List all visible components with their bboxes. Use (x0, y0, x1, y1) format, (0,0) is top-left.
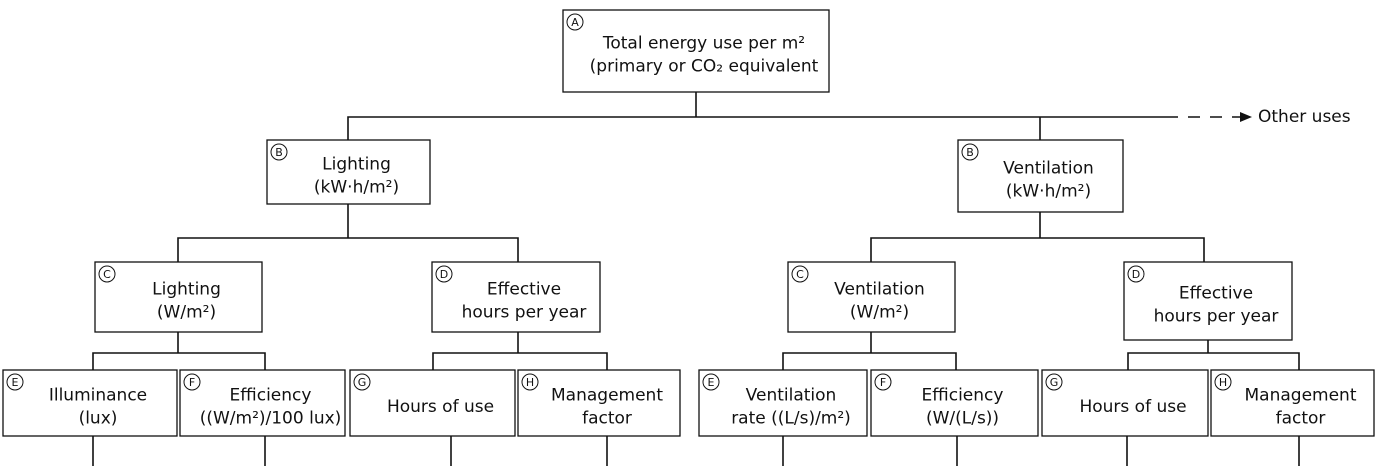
node-text: factor (582, 409, 632, 429)
node-letter: D (440, 268, 448, 281)
other-uses-label: Other uses (1258, 107, 1351, 127)
node-box: F Efficiency (W/(L/s)) (870, 369, 1039, 437)
node-text: Illuminance (49, 386, 147, 406)
node-text: (W/(L/s)) (926, 409, 999, 429)
node-text: Effective (487, 280, 561, 300)
node-text: hours per year (1154, 307, 1279, 327)
connector (1127, 352, 1300, 370)
letter-circle (435, 265, 453, 283)
letter-circle (874, 373, 892, 391)
connector (870, 237, 1205, 262)
node-text: ((W/m²)/100 lux) (200, 409, 342, 429)
letter-circle (98, 265, 116, 283)
node-text: Total energy use per m² (602, 34, 805, 54)
node-text: Management (1245, 386, 1357, 406)
node-text: Ventilation (746, 386, 837, 406)
letter-circle (1214, 373, 1232, 391)
node-box: E Illuminance (lux) (2, 369, 178, 437)
node-box: H Management factor (1210, 369, 1375, 437)
node-box: A Total energy use per m² (primary or CO₂ … (562, 9, 830, 93)
box (1210, 369, 1375, 437)
node-box: H Management factor (517, 369, 681, 437)
node-letter: E (12, 376, 19, 389)
box (431, 261, 601, 333)
node-text: hours per year (462, 303, 587, 323)
box (349, 369, 516, 437)
connector (177, 237, 519, 262)
node-text: (primary or CO₂ equivalent (590, 57, 819, 77)
node-box: G Hours of use (1041, 369, 1209, 437)
box (2, 369, 178, 437)
connector (782, 352, 957, 370)
node-text: Hours of use (387, 397, 494, 417)
box (1041, 369, 1209, 437)
letter-circle (566, 13, 584, 31)
letter-circle (961, 143, 979, 161)
node-letter: C (796, 268, 804, 281)
connector (92, 352, 266, 370)
node-text: Lighting (322, 155, 391, 175)
letter-circle (521, 373, 539, 391)
letter-circle (353, 373, 371, 391)
node-letter: A (571, 16, 579, 29)
letter-circle (6, 373, 24, 391)
node-letter: H (1219, 376, 1227, 389)
node-letter: B (966, 146, 974, 159)
letter-circle (270, 143, 288, 161)
node-letter: F (880, 376, 886, 389)
node-text: Efficiency (922, 386, 1004, 406)
connector (347, 116, 1178, 140)
node-letter: E (708, 376, 715, 389)
node-text: (W/m²) (157, 303, 216, 323)
box (517, 369, 681, 437)
node-text: Effective (1179, 284, 1253, 304)
node-letter: H (526, 376, 534, 389)
arrow-head (1240, 112, 1252, 122)
node-letter: C (103, 268, 111, 281)
node-box: F Efficiency ((W/m²)/100 lux) (179, 369, 346, 437)
node-text: factor (1276, 409, 1326, 429)
connector (432, 352, 608, 370)
node-box: B Lighting (kW·h/m²) (266, 139, 431, 205)
box (870, 369, 1039, 437)
box (787, 261, 956, 333)
node-box: G Hours of use (349, 369, 516, 437)
node-text: (W/m²) (850, 303, 909, 323)
node-text: Management (551, 386, 663, 406)
letter-circle (183, 373, 201, 391)
letter-circle (702, 373, 720, 391)
box (562, 9, 830, 93)
node-box: E Ventilation rate ((L/s)/m²) (698, 369, 868, 437)
node-box: C Ventilation (W/m²) (787, 261, 956, 333)
node-letter: F (189, 376, 195, 389)
box (957, 139, 1124, 213)
node-text: rate ((L/s)/m²) (731, 409, 851, 429)
box (698, 369, 868, 437)
box (1123, 261, 1293, 341)
letter-circle (1045, 373, 1063, 391)
node-text: Hours of use (1079, 397, 1186, 417)
node-text: (lux) (79, 409, 118, 429)
node-box: B Ventilation (kW·h/m²) (957, 139, 1124, 213)
node-text: (kW·h/m²) (314, 178, 399, 198)
node-letter: G (1050, 376, 1059, 389)
node-text: Ventilation (1003, 159, 1094, 179)
connectors (92, 92, 1300, 466)
node-letter: B (275, 146, 283, 159)
node-box: D Effective hours per year (431, 261, 601, 333)
node-letter: D (1132, 268, 1140, 281)
node-text: Ventilation (834, 280, 925, 300)
node-text: (kW·h/m²) (1006, 182, 1091, 202)
letter-circle (1127, 265, 1145, 283)
node-text: Lighting (152, 280, 221, 300)
letter-circle (791, 265, 809, 283)
node-box: D Effective hours per year (1123, 261, 1293, 341)
box (179, 369, 346, 437)
box (94, 261, 263, 333)
node-text: Efficiency (230, 386, 312, 406)
node-box: C Lighting (W/m²) (94, 261, 263, 333)
node-letter: G (358, 376, 367, 389)
box (266, 139, 431, 205)
